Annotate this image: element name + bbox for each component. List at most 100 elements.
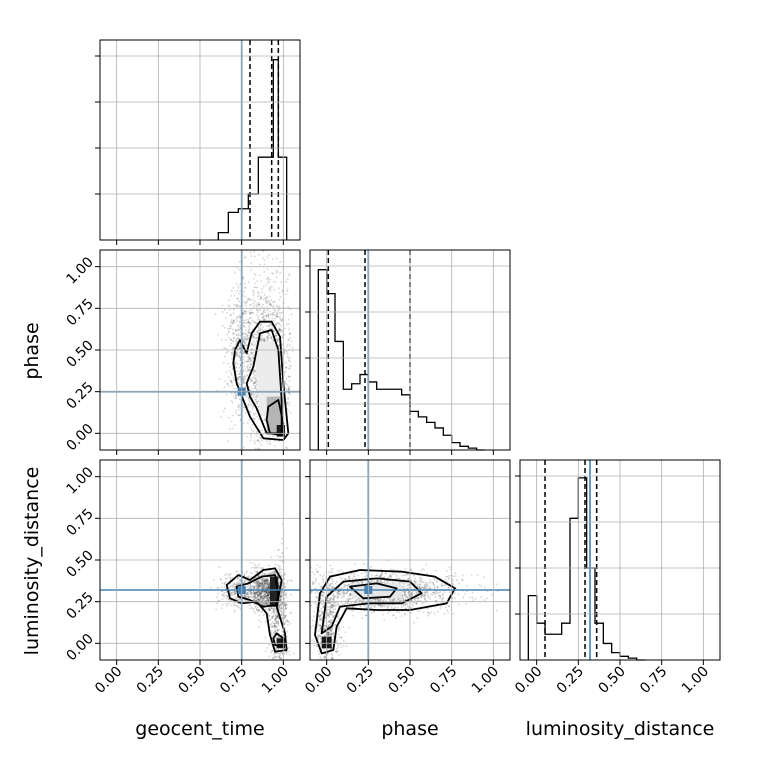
sample-point	[447, 578, 450, 580]
sample-point	[281, 634, 283, 636]
sample-point	[221, 586, 223, 589]
sample-point	[227, 327, 230, 330]
sample-point	[235, 333, 238, 336]
sample-point	[404, 568, 407, 571]
sample-point	[271, 312, 274, 315]
sample-point	[321, 576, 324, 578]
sample-point	[255, 593, 258, 596]
sample-point	[252, 354, 255, 357]
sample-point	[250, 434, 252, 437]
sample-point	[417, 610, 420, 612]
sample-point	[285, 389, 288, 391]
sample-point	[236, 570, 239, 572]
sample-point	[347, 575, 350, 578]
sample-point	[398, 599, 401, 602]
sample-point	[268, 586, 271, 589]
sample-point	[379, 603, 382, 606]
sample-point	[322, 590, 325, 593]
sample-point	[421, 602, 423, 605]
sample-point	[403, 593, 406, 595]
sample-point	[279, 295, 282, 298]
sample-point	[267, 277, 269, 280]
sample-point	[255, 582, 257, 585]
sample-point	[445, 580, 448, 583]
sample-point	[361, 617, 364, 620]
sample-point	[216, 596, 219, 599]
sample-point	[427, 611, 430, 614]
panel-border	[99, 39, 301, 241]
sample-point	[271, 324, 274, 327]
sample-point	[254, 381, 257, 384]
sample-point	[255, 597, 258, 600]
sample-point	[255, 395, 258, 398]
sample-point	[256, 586, 259, 589]
sample-point	[267, 336, 270, 339]
sample-point	[263, 581, 266, 584]
sample-point	[374, 599, 377, 601]
sample-point	[417, 586, 420, 589]
sample-point	[248, 309, 251, 312]
sample-point	[263, 586, 266, 589]
sample-point	[248, 401, 251, 404]
sample-point	[262, 566, 265, 569]
sample-point	[227, 384, 230, 387]
sample-point	[263, 586, 266, 589]
sample-point	[266, 594, 269, 596]
sample-point	[332, 586, 334, 589]
sample-point	[420, 587, 422, 590]
sample-point	[247, 281, 250, 283]
sample-point	[407, 586, 410, 589]
sample-point	[254, 447, 257, 450]
sample-point	[249, 571, 252, 574]
sample-point	[423, 586, 426, 589]
sample-point	[243, 290, 246, 293]
sample-point	[265, 594, 268, 597]
sample-point	[279, 555, 282, 558]
sample-point	[390, 605, 393, 608]
sample-point	[231, 357, 233, 360]
sample-point	[371, 581, 373, 583]
sample-point	[239, 317, 242, 320]
sample-point	[267, 590, 269, 593]
sample-point	[255, 308, 258, 311]
sample-point	[260, 592, 263, 595]
sample-point	[261, 582, 264, 585]
sample-point	[283, 348, 286, 351]
sample-point	[251, 380, 253, 382]
sample-point	[265, 595, 267, 598]
sample-point	[235, 397, 237, 400]
sample-point	[227, 602, 230, 605]
sample-point	[332, 604, 335, 606]
sample-point	[279, 271, 282, 274]
sample-point	[275, 271, 278, 274]
hist-panel-luminosity_distance: 0.00 0.25 0.50 0.75 1.00	[512, 459, 721, 697]
panels: 0.00 0.25 0.50 0.75 1.000.000.250.500.751.00…	[63, 39, 721, 697]
sample-point	[265, 592, 268, 595]
sample-point	[287, 402, 289, 405]
sample-point	[256, 415, 259, 418]
sample-point	[402, 590, 405, 593]
sample-point	[258, 590, 261, 593]
sample-point	[285, 615, 288, 617]
sample-point	[290, 313, 293, 316]
sample-point	[237, 285, 240, 288]
sample-point	[263, 573, 266, 575]
sample-point	[257, 332, 260, 335]
sample-point	[281, 336, 283, 338]
sample-point	[268, 584, 271, 587]
sample-point	[257, 591, 260, 594]
sample-point	[273, 288, 276, 291]
sample-point	[279, 595, 282, 598]
sample-point	[237, 395, 240, 398]
sample-point	[252, 590, 255, 593]
sample-point	[251, 592, 253, 595]
sample-point	[236, 583, 239, 586]
sample-point	[280, 598, 283, 601]
sample-point	[264, 339, 267, 341]
sample-point	[417, 597, 420, 600]
sample-point	[258, 581, 261, 583]
sample-point	[220, 607, 223, 610]
sample-point	[262, 594, 265, 597]
sample-point	[224, 355, 226, 358]
sample-point	[265, 608, 268, 611]
